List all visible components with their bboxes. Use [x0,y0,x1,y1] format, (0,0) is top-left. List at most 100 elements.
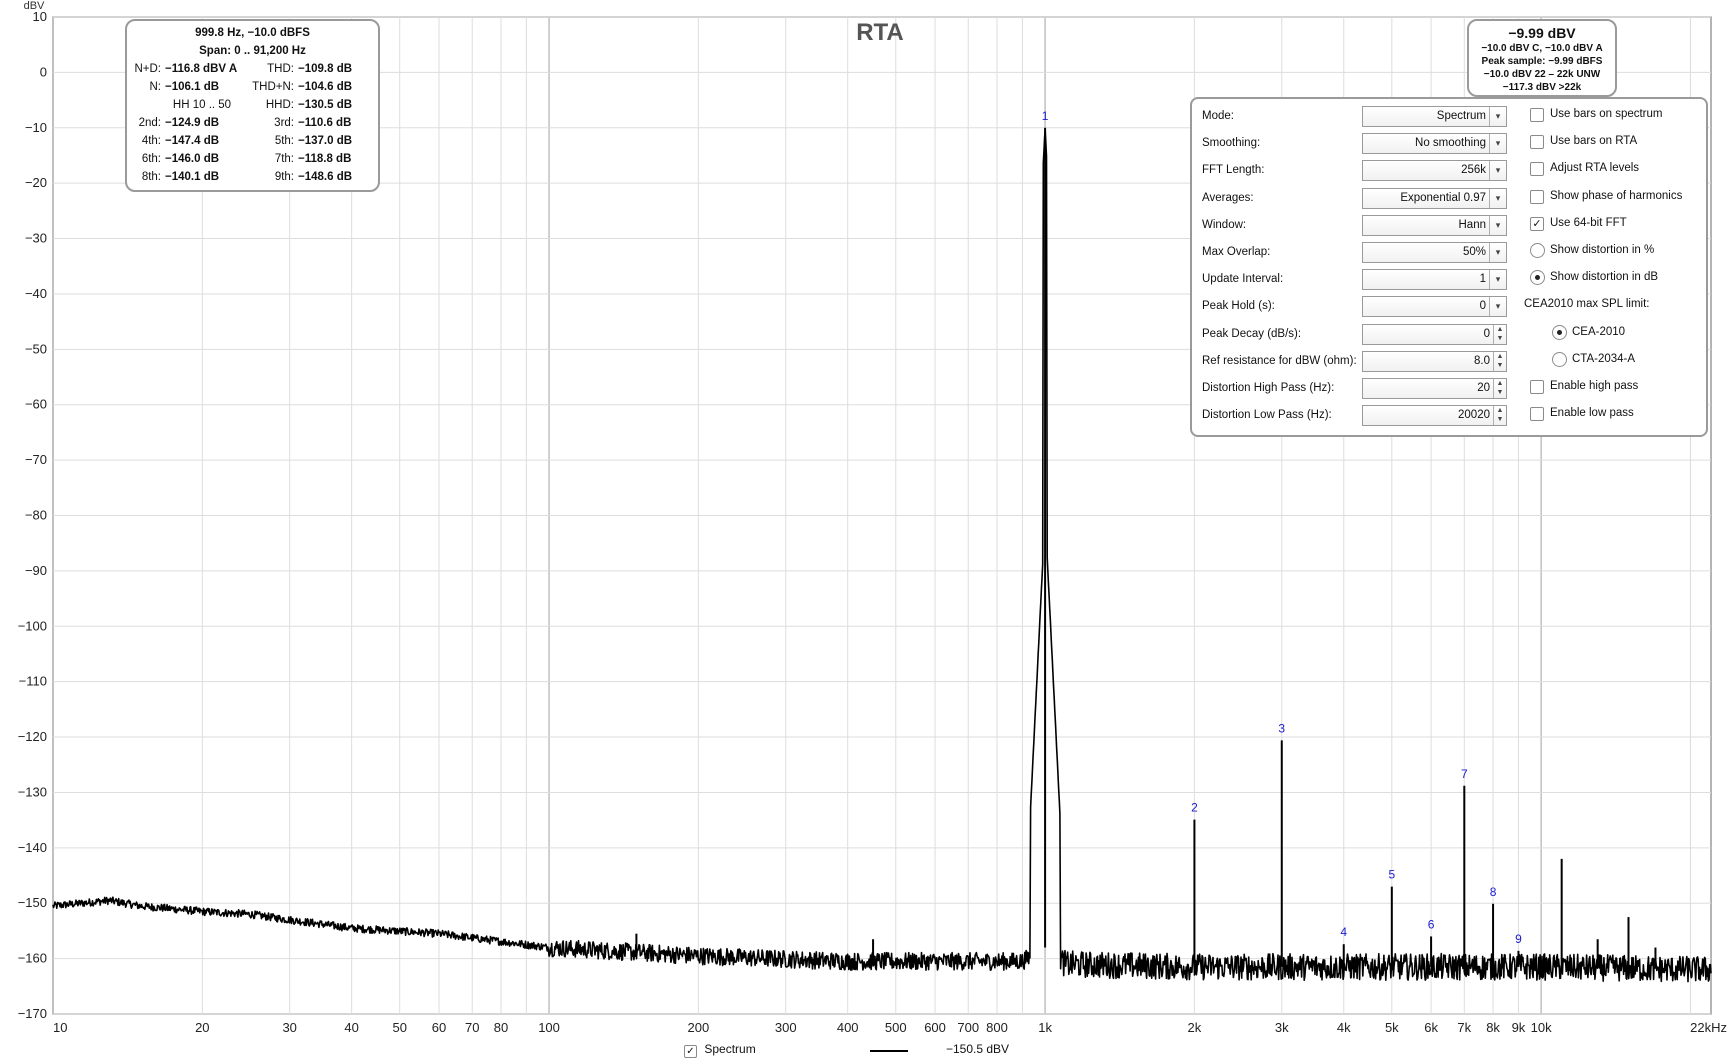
distortion-left-label: 6th: [141,153,161,165]
x-tick-label: 700 [957,1020,979,1035]
option-label: Adjust RTA levels [1550,162,1640,175]
x-tick-label: 500 [885,1020,907,1035]
y-tick-label: −120 [18,729,47,744]
chevron-down-icon[interactable]: ▾ [1489,243,1506,262]
spinner-arrows-icon[interactable]: ▲ ▼ [1493,351,1506,371]
checkbox[interactable] [1530,162,1544,177]
checkbox[interactable] [1530,135,1544,150]
spectrum-visibility-checkbox[interactable]: ✓ [684,1045,697,1058]
distortion-right-value: −118.8 dB [298,153,352,165]
setting-spinner[interactable]: 20 ▲ ▼ [1362,378,1507,399]
y-tick-label: −40 [25,286,47,301]
chevron-down-icon[interactable]: ▾ [1489,188,1506,208]
checkbox[interactable] [1530,380,1544,394]
option-label: CEA-2010 [1572,325,1626,338]
distortion-right-label: 5th: [274,135,294,147]
setting-dropdown[interactable]: Spectrum ▾ [1362,106,1507,127]
option-label: Use 64-bit FFT [1550,216,1627,229]
spectrum-trace [52,130,1712,983]
y-tick-label: −160 [18,951,47,966]
distortion-right-label: THD: [267,63,294,75]
checkbox[interactable]: ✓ [1530,216,1544,231]
y-tick-label: −110 [19,674,47,689]
spinner-arrows-icon[interactable]: ▲ ▼ [1493,324,1506,344]
radio-button[interactable] [1552,351,1567,367]
spinner-arrows-icon[interactable]: ▲ ▼ [1493,406,1506,426]
axes: 100−10−20−30−40−50−60−70−80−90−100−110−1… [18,9,1727,1035]
setting-dropdown[interactable]: Exponential 0.97 ▾ [1362,187,1507,209]
legend-value: −150.5 dBV [946,1042,1010,1056]
x-tick-label: 80 [494,1020,508,1035]
y-tick-label: −70 [25,452,47,467]
distortion-left-value: −116.8 dBV A [165,63,238,75]
distortion-right-value: −109.8 dB [298,63,353,75]
option-label: CEA2010 max SPL limit: [1524,298,1650,311]
radio-button[interactable] [1530,270,1545,286]
setting-value: 0 [1479,300,1486,313]
setting-dropdown[interactable]: 1 ▾ [1362,269,1507,291]
setting-dropdown[interactable]: 0 ▾ [1362,296,1507,318]
distortion-left-label: 8th: [141,171,161,183]
distortion-left-value: −147.4 dB [165,135,220,147]
x-tick-label: 22kHz [1690,1020,1727,1035]
chevron-down-icon[interactable]: ▾ [1489,161,1506,181]
distortion-right-value: −110.6 dB [298,117,352,129]
distortion-left-value: −140.1 dB [165,171,220,183]
setting-dropdown[interactable]: 50% ▾ [1362,242,1507,263]
spectrum-trace-line [52,130,1712,983]
setting-spinner[interactable]: 8.0 ▲ ▼ [1362,350,1507,372]
radio-button[interactable] [1530,243,1545,258]
setting-spinner[interactable]: 20020 ▲ ▼ [1362,405,1507,427]
y-tick-label: −130 [18,784,47,799]
radio-selected-dot [1535,275,1540,281]
radio-button[interactable] [1552,324,1567,340]
option-label: Use bars on RTA [1550,135,1638,148]
y-axis-unit: dBV [24,0,45,12]
distortion-left-value: −146.0 dB [165,153,220,165]
chevron-down-icon[interactable]: ▾ [1489,215,1506,235]
setting-dropdown[interactable]: Hann ▾ [1362,214,1507,236]
x-tick-label: 1k [1038,1020,1052,1035]
harmonic-label: 3 [1278,721,1285,735]
setting-dropdown[interactable]: No smoothing ▾ [1362,133,1507,155]
chevron-down-icon[interactable]: ▾ [1489,270,1506,290]
harmonic-label: 7 [1461,767,1468,781]
x-tick-label: 10k [1531,1020,1552,1035]
harmonic-label: 9 [1515,932,1522,946]
distortion-left-value: −124.9 dB [165,117,220,129]
harmonic-label: 5 [1388,868,1395,882]
setting-row: Max Overlap: 50% ▾ [1202,241,1507,265]
x-tick-label: 5k [1385,1020,1399,1035]
harmonic-peaks: 1 2 3 4 5 6 7 8 9 [635,109,1657,969]
distortion-row: 6th: −146.0 dB 7th: −118.8 dB [127,153,378,171]
setting-value: 1 [1479,273,1486,286]
distortion-left-label: N: [149,81,162,93]
setting-label: Mode: [1202,110,1234,122]
chevron-down-icon[interactable]: ▾ [1489,134,1506,154]
chevron-down-icon[interactable]: ▾ [1489,297,1506,317]
distortion-right-value: −148.6 dB [298,171,353,183]
setting-label: FFT Length: [1202,164,1265,177]
chevron-down-icon[interactable]: ▾ [1489,107,1506,126]
x-tick-label: 3k [1275,1020,1289,1035]
checkbox[interactable] [1530,189,1544,204]
setting-value: No smoothing [1415,137,1486,150]
y-tick-label: −140 [18,840,47,855]
setting-dropdown[interactable]: 256k ▾ [1362,160,1507,182]
setting-value: 20 [1477,382,1490,394]
checkbox[interactable] [1530,108,1544,122]
setting-spinner[interactable]: 0 ▲ ▼ [1362,323,1507,345]
x-tick-label: 50 [392,1020,406,1035]
setting-row: Distortion Low Pass (Hz): 20020 ▲ ▼ [1202,404,1507,428]
distortion-left-value: −106.1 dB [165,81,220,93]
spinner-arrows-icon[interactable]: ▲ ▼ [1493,379,1506,398]
x-tick-label: 6k [1424,1020,1438,1035]
legend-series-label: Spectrum [704,1042,756,1056]
x-tick-label: 600 [924,1020,946,1035]
checkbox[interactable] [1530,407,1544,422]
distortion-left-label: 2nd: [138,117,161,129]
setting-label: Max Overlap: [1202,246,1271,258]
y-tick-label: −30 [25,231,47,246]
distortion-right-value: −104.6 dB [298,81,353,93]
